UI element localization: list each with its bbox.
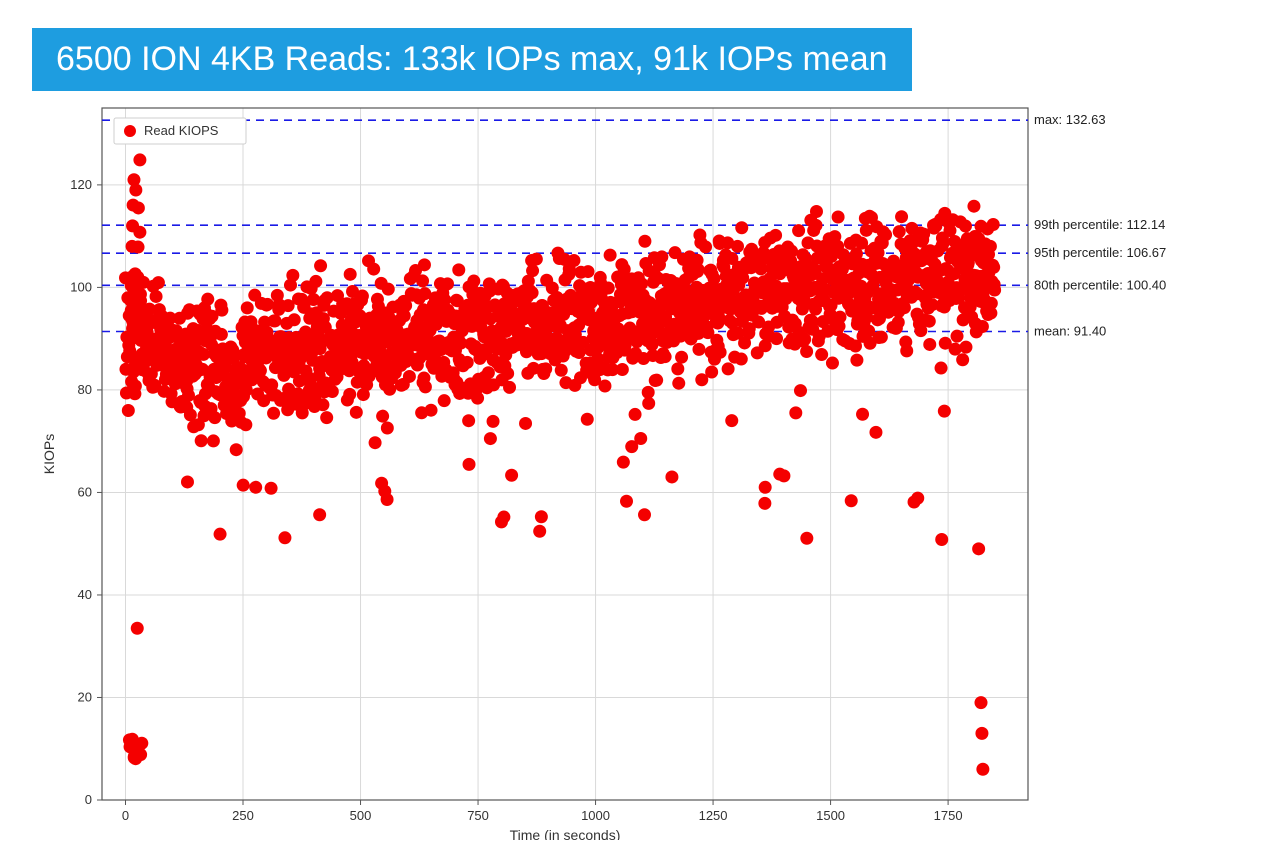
svg-text:500: 500 — [350, 808, 372, 823]
svg-text:1250: 1250 — [699, 808, 728, 823]
svg-text:40: 40 — [78, 587, 92, 602]
svg-text:100: 100 — [70, 279, 92, 294]
svg-text:80th percentile: 100.40: 80th percentile: 100.40 — [1034, 277, 1166, 292]
chart-svg: 0 250 500 750 1000 1250 1500 1750 0 20 40 60 80 100 12… — [32, 100, 1248, 840]
page-title: 6500 ION 4KB Reads: 133k IOPs max, 91k I… — [32, 28, 912, 91]
svg-text:60: 60 — [78, 484, 92, 499]
svg-text:Time (in seconds): Time (in seconds) — [510, 827, 621, 840]
svg-text:20: 20 — [78, 689, 92, 704]
svg-text:95th percentile: 106.67: 95th percentile: 106.67 — [1034, 245, 1166, 260]
svg-text:max: 132.63: max: 132.63 — [1034, 112, 1106, 127]
svg-text:1000: 1000 — [581, 808, 610, 823]
svg-text:1500: 1500 — [816, 808, 845, 823]
svg-text:80: 80 — [78, 382, 92, 397]
svg-text:250: 250 — [232, 808, 254, 823]
svg-text:KIOPs: KIOPs — [41, 434, 57, 474]
kiops-scatter-chart: 0 250 500 750 1000 1250 1500 1750 0 20 40 60 80 100 12… — [32, 100, 1248, 840]
legend: Read KIOPS — [114, 118, 246, 144]
svg-text:Read KIOPS: Read KIOPS — [144, 123, 219, 138]
svg-text:0: 0 — [122, 808, 129, 823]
svg-text:750: 750 — [467, 808, 489, 823]
svg-text:0: 0 — [85, 792, 92, 807]
svg-text:99th percentile: 112.14: 99th percentile: 112.14 — [1034, 217, 1165, 232]
svg-text:mean: 91.40: mean: 91.40 — [1034, 323, 1106, 338]
svg-text:1750: 1750 — [934, 808, 963, 823]
svg-text:120: 120 — [70, 177, 92, 192]
